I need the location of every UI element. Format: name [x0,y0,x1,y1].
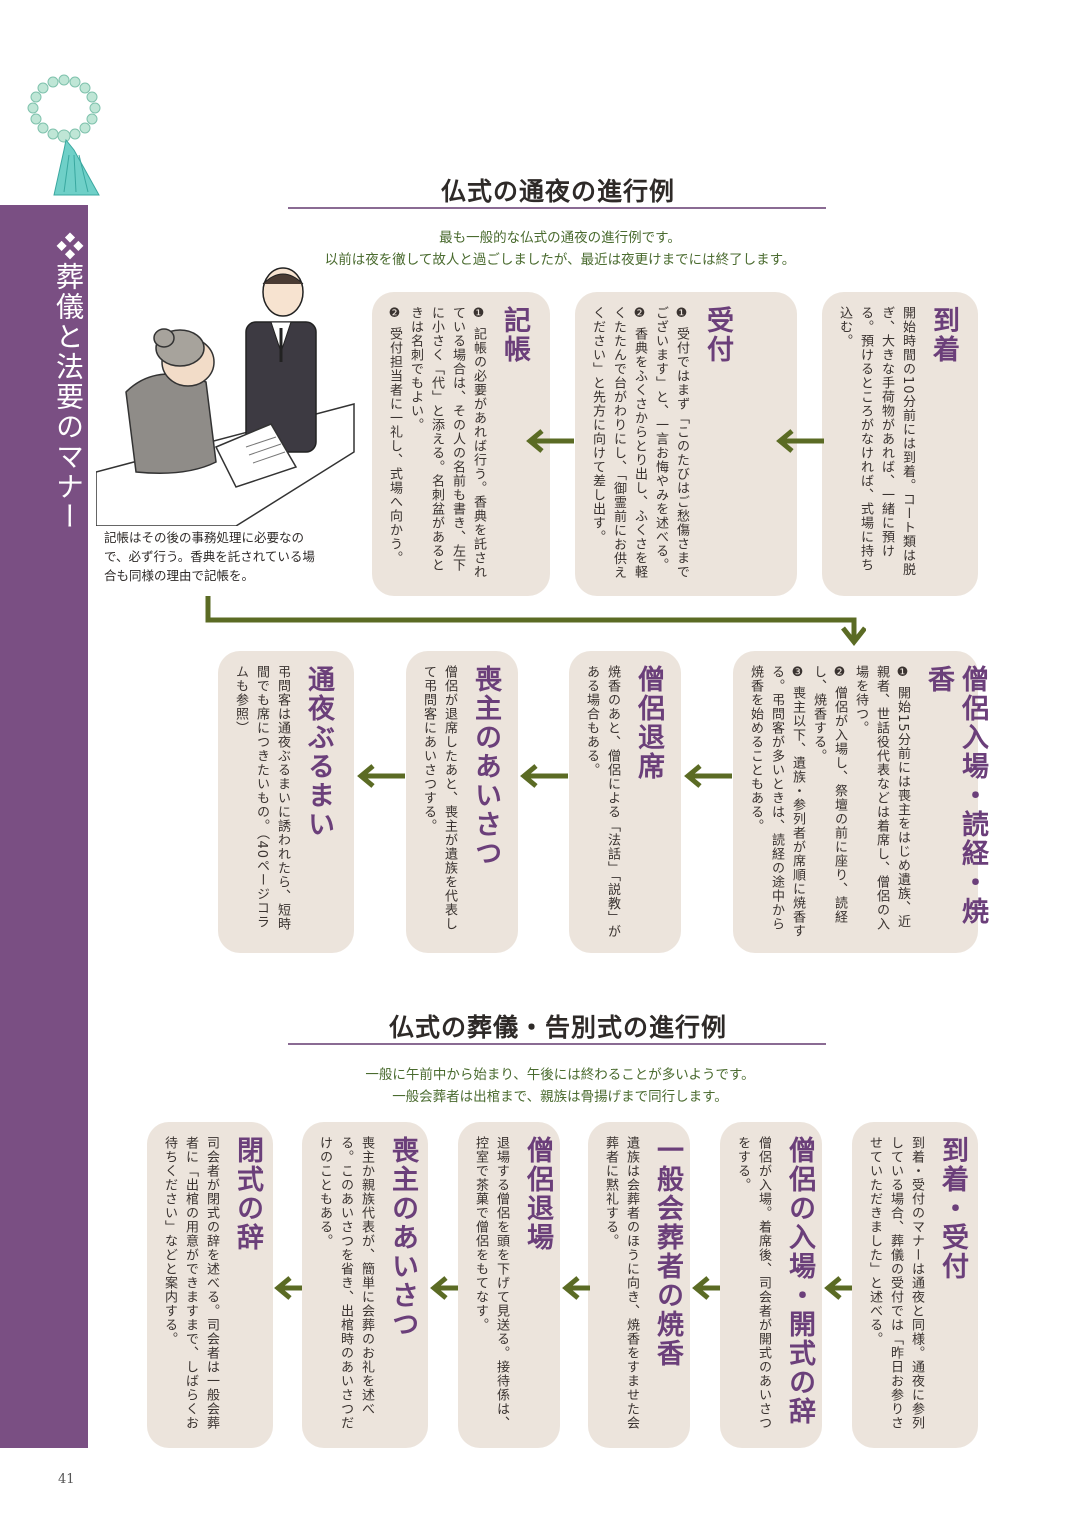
arrow-left-icon [520,764,568,788]
intro-sogi: 一般に午前中から始まり、午後には終わることが多いようです。 一般会葬者は出棺まで… [240,1064,880,1108]
intro-line: 最も一般的な仏式の通夜の進行例です。 [439,230,681,246]
step-body: 退場する僧侶を頭を下げて見送る。接待係は、控室で茶菓で僧侶をもてなす。 [473,1136,509,1430]
arrow-left-icon [274,1276,302,1300]
intro-line: 一般に午前中から始まり、午後には終わることが多いようです。 [365,1067,755,1083]
step-title: 通夜ぶるまい [303,665,334,839]
arrow-left-icon [684,764,732,788]
step-card: 到着・受付 到着・受付のマナーは通夜と同様。通夜に参列している場合、葬儀の受付で… [852,1122,978,1448]
arrow-left-icon [562,1276,590,1300]
step-body: 司会者が閉式の辞を述べる。司会者は一般会葬者に「出棺の用意ができますまで、しばら… [162,1136,219,1430]
step-title: 記帳 [499,306,530,364]
step-title: 喪主のあいさつ [470,665,501,868]
step-body: ❷ 僧侶が入場し、祭壇の前に座り、読経し、焼香する。 [811,665,847,925]
step-body: ❶ 開始15分前には喪主をはじめ遺族、近親者、世話役代表などは着席し、僧侶の入場… [853,665,910,931]
step-card: 喪主のあいさつ 喪主か親族代表が、簡単に会葬のお礼を述べる。このあいさつを省き、… [302,1122,428,1448]
title-rule [288,1043,826,1045]
arrow-left-icon [430,1276,458,1300]
step-title: 到着 [928,306,959,364]
step-card: 僧侶退席 焼香のあと、僧侶による「法話」「説教」がある場合もある。 [569,651,681,953]
arrow-left-icon [776,429,824,453]
sidebar-band [0,205,88,1448]
illustration-caption: 記帳はその後の事務処理に必要なので、必ず行う。香典を託されている場合も同様の理由… [104,530,315,583]
step-title: 僧侶の入場・開式の辞 [784,1136,815,1426]
step-body: 僧侶が入場。着席後、司会者が開式のあいさつをする。 [735,1136,771,1430]
title-rule [288,207,826,209]
step-body: ❷ 受付担当者に一礼し、式場へ向かう。 [387,306,402,566]
step-title: 僧侶入場・読経・焼香 [923,665,988,926]
section-title-sogi: 仏式の葬儀・告別式の進行例 [388,1013,727,1042]
step-card: 記帳 ❶ 記帳の必要があれば行う。香典を託されている場合は、その人の名前も書き、… [372,292,550,596]
arrow-left-icon [692,1276,720,1300]
step-title: 到着・受付 [937,1136,968,1281]
step-card: 喪主のあいさつ 僧侶が退席したあと、喪主が遺族を代表して弔問客にあいさつする。 [406,651,518,953]
step-body: 遺族は会葬者のほうに向き、焼香をすませた会葬者に黙礼する。 [603,1136,639,1430]
step-body: ❸ 喪主以下、遺族・参列者が席順に焼香する。弔問客が多いときは、読経の途中から焼… [748,665,805,939]
step-card: 受付 ❶ 受付ではまず「このたびはご愁傷さまでございます」と、一言お悔やみを述べ… [575,292,797,596]
step-title: 一般会葬者の焼香 [652,1136,683,1368]
flow-connector-arrow [205,596,866,647]
step-body: 開始時間の10分前には到着。コート類は脱ぎ、大きな手荷物があれば、一緒に預ける。… [837,306,915,577]
page-number: 41 [58,1472,75,1487]
step-body: 弔問客は通夜ぶるまいに誘われたら、短時間でも席につきたいもの。（40ページコラム… [233,665,290,931]
step-body: 焼香のあと、僧侶による「法話」「説教」がある場合もある。 [584,665,620,939]
step-card: 到着 開始時間の10分前には到着。コート類は脱ぎ、大きな手荷物があれば、一緒に預… [822,292,978,596]
step-body: ❷ 香典をふくさからとり出し、ふくさを軽くたたんで台がわりにし、「御霊前にお供え… [590,306,647,580]
step-title: 受付 [702,306,733,364]
arrow-left-icon [357,764,405,788]
step-title: 閉式の辞 [232,1136,263,1252]
step-card: 僧侶退場 退場する僧侶を頭を下げて見送る。接待係は、控室で茶菓で僧侶をもてなす。 [458,1122,560,1448]
step-card: 閉式の辞 司会者が閉式の辞を述べる。司会者は一般会葬者に「出棺の用意ができますま… [147,1122,273,1448]
sidebar-title: ❖葬儀と法要のマナー [52,232,85,532]
step-title: 僧侶退席 [633,665,664,781]
step-body: 喪主か親族代表が、簡単に会葬のお礼を述べる。このあいさつを省き、出棺時のあいさつ… [317,1136,374,1430]
step-body: 僧侶が退席したあと、喪主が遺族を代表して弔問客にあいさつする。 [421,665,457,931]
step-card: 通夜ぶるまい 弔問客は通夜ぶるまいに誘われたら、短時間でも席につきたいもの。（4… [218,651,354,953]
step-title: 僧侶退場 [522,1136,553,1252]
step-title: 喪主のあいさつ [387,1136,418,1339]
intro-tsuya: 最も一般的な仏式の通夜の進行例です。 以前は夜を徹して故人と過ごしましたが、最近… [240,227,880,271]
arrow-left-icon [824,1276,852,1300]
step-body: ❶ 受付ではまず「このたびはご愁傷さまでございます」と、一言お悔やみを述べる。 [653,306,689,580]
step-body: ❶ 記帳の必要があれば行う。香典を託されている場合は、その人の名前も書き、左下に… [408,306,486,580]
arrow-left-icon [526,429,574,453]
intro-line: 以前は夜を徹して故人と過ごしましたが、最近は夜更けまでには終了します。 [324,252,796,268]
step-card: 僧侶入場・読経・焼香 ❶ 開始15分前には喪主をはじめ遺族、近親者、世話役代表な… [733,651,988,953]
reception-illustration [96,267,355,526]
step-card: 僧侶の入場・開式の辞 僧侶が入場。着席後、司会者が開式のあいさつをする。 [720,1122,822,1448]
step-body: 到着・受付のマナーは通夜と同様。通夜に参列している場合、葬儀の受付では「昨日お参… [867,1136,924,1430]
step-card: 一般会葬者の焼香 遺族は会葬者のほうに向き、焼香をすませた会葬者に黙礼する。 [588,1122,690,1448]
section-title-tsuya: 仏式の通夜の進行例 [440,177,675,206]
intro-line: 一般会葬者は出棺まで、親族は骨揚げまで同行します。 [392,1089,728,1105]
prayer-beads-icon [27,74,101,196]
